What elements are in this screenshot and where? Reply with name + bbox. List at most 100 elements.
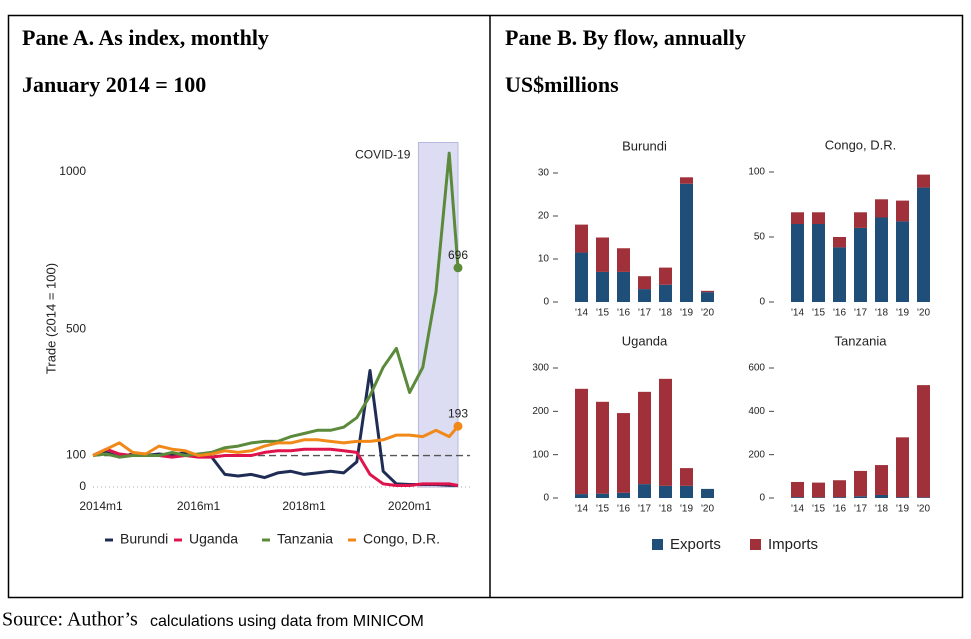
bar-segment bbox=[896, 497, 909, 498]
subplot-title: Uganda bbox=[622, 333, 668, 348]
bar-segment bbox=[812, 212, 825, 224]
legend-label: Imports bbox=[768, 536, 818, 553]
bar-segment bbox=[854, 212, 867, 228]
x-tick-label: '14 bbox=[791, 308, 804, 319]
bar-segment bbox=[812, 483, 825, 498]
bar-segment bbox=[596, 494, 609, 498]
bar-segment bbox=[659, 268, 672, 285]
x-tick-label: '18 bbox=[659, 308, 672, 319]
bar-segment bbox=[701, 292, 714, 302]
x-tick-label: '14 bbox=[575, 308, 588, 319]
x-tick-label: '17 bbox=[638, 308, 651, 319]
pane-title: Pane A. As index, monthly bbox=[22, 25, 269, 50]
y-tick-label: 200 bbox=[532, 406, 549, 417]
bar-segment bbox=[617, 272, 630, 302]
bar-segment bbox=[680, 177, 693, 183]
bar-segment bbox=[812, 224, 825, 302]
x-tick-label: '17 bbox=[854, 308, 867, 319]
legend-label: Exports bbox=[670, 536, 721, 553]
x-tick-label: '18 bbox=[875, 308, 888, 319]
y-tick-label: 500 bbox=[66, 322, 86, 336]
bar-segment bbox=[638, 276, 651, 289]
x-tick-label: 2020m1 bbox=[388, 499, 432, 513]
x-tick-label: 2016m1 bbox=[177, 499, 221, 513]
x-tick-label: '20 bbox=[917, 308, 930, 319]
y-tick-label: 600 bbox=[748, 363, 765, 374]
x-tick-label: '14 bbox=[575, 504, 588, 515]
legend-label: Congo, D.R. bbox=[363, 531, 440, 547]
figure: Pane A. As index, monthly January 2014 =… bbox=[0, 0, 971, 639]
x-tick-label: '16 bbox=[617, 504, 630, 515]
x-tick-label: '19 bbox=[896, 308, 909, 319]
bar-segment bbox=[575, 389, 588, 494]
y-tick-label: 0 bbox=[543, 297, 549, 308]
bar-segment bbox=[659, 285, 672, 302]
end-point bbox=[454, 422, 463, 431]
bar-segment bbox=[875, 465, 888, 495]
x-tick-label: 2014m1 bbox=[79, 499, 123, 513]
x-tick-label: '16 bbox=[833, 504, 846, 515]
bar-segment bbox=[833, 247, 846, 302]
y-tick-label: 0 bbox=[759, 297, 765, 308]
y-axis-label: Trade (2014 = 100) bbox=[43, 263, 58, 374]
bar-segment bbox=[875, 218, 888, 303]
bar-segment bbox=[854, 228, 867, 302]
y-tick-label: 300 bbox=[532, 363, 549, 374]
bar-segment bbox=[917, 385, 930, 497]
y-tick-label: 1000 bbox=[59, 164, 86, 178]
bar-segment bbox=[791, 212, 804, 224]
bar-segment bbox=[791, 482, 804, 497]
source-lead: Source: Author’s bbox=[2, 609, 138, 631]
x-tick-label: '18 bbox=[875, 504, 888, 515]
legend-swatch bbox=[750, 539, 761, 550]
bar-segment bbox=[875, 199, 888, 217]
x-tick-label: '16 bbox=[617, 308, 630, 319]
bar-segment bbox=[854, 471, 867, 496]
bar-segment bbox=[638, 484, 651, 498]
x-tick-label: '19 bbox=[896, 504, 909, 515]
pane-subtitle: January 2014 = 100 bbox=[22, 72, 206, 97]
y-tick-label: 20 bbox=[538, 211, 550, 222]
bar-segment bbox=[791, 224, 804, 302]
bar-segment bbox=[596, 402, 609, 494]
bar-segment bbox=[575, 494, 588, 498]
pane-title: Pane B. By flow, annually bbox=[505, 25, 746, 50]
x-tick-label: '18 bbox=[659, 504, 672, 515]
x-tick-label: '15 bbox=[596, 308, 609, 319]
x-tick-label: '20 bbox=[701, 504, 714, 515]
source-text: calculations using data from MINICOM bbox=[150, 613, 424, 630]
bar-segment bbox=[638, 289, 651, 302]
legend-label: Tanzania bbox=[277, 531, 333, 547]
bar-segment bbox=[896, 221, 909, 302]
x-tick-label: 2018m1 bbox=[282, 499, 326, 513]
bar-segment bbox=[917, 188, 930, 302]
end-label: 193 bbox=[448, 406, 468, 420]
bar-segment bbox=[791, 497, 804, 498]
bar-segment bbox=[875, 495, 888, 498]
end-point bbox=[454, 263, 463, 272]
y-tick-label: 100 bbox=[748, 167, 765, 178]
y-tick-label: 50 bbox=[754, 232, 766, 243]
bar-segment bbox=[596, 238, 609, 272]
bar-segment bbox=[617, 493, 630, 498]
bar-segment bbox=[680, 486, 693, 498]
bar-segment bbox=[617, 248, 630, 272]
x-tick-label: '15 bbox=[812, 308, 825, 319]
subplot-title: Congo, D.R. bbox=[825, 137, 897, 152]
subplot-title: Tanzania bbox=[834, 333, 887, 348]
bar-segment bbox=[680, 184, 693, 302]
bar-segment bbox=[833, 480, 846, 497]
legend-label: Burundi bbox=[120, 531, 168, 547]
x-tick-label: '16 bbox=[833, 308, 846, 319]
y-tick-label: 100 bbox=[532, 449, 549, 460]
bar-segment bbox=[854, 496, 867, 498]
pane-subtitle: US$millions bbox=[505, 72, 619, 97]
legend-label: Uganda bbox=[189, 531, 238, 547]
y-tick-label: 100 bbox=[66, 448, 86, 462]
bar-segment bbox=[812, 497, 825, 498]
bar-segment bbox=[833, 237, 846, 247]
series-line bbox=[93, 371, 458, 486]
highlight-label: COVID-19 bbox=[355, 148, 411, 162]
y-tick-label: 0 bbox=[543, 493, 549, 504]
bar-segment bbox=[680, 468, 693, 486]
